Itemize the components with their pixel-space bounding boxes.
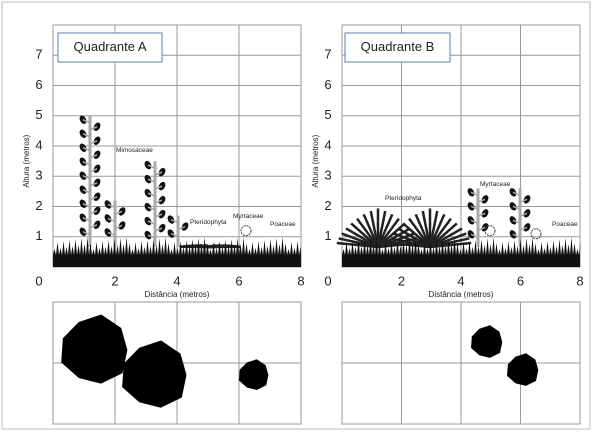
- x-tick-label: 2: [398, 273, 405, 288]
- x-axis-label: Distância (metros): [145, 290, 210, 299]
- y-tick-label: 4: [324, 137, 331, 152]
- y-axis-label: Altura (metros): [311, 134, 320, 187]
- plant-label: Pteridophyta: [385, 195, 422, 202]
- y-tick-label: 3: [324, 168, 331, 183]
- plant-label: Poaceae: [270, 221, 296, 228]
- x-tick-label: 8: [297, 273, 304, 288]
- y-tick-label: 7: [35, 47, 42, 62]
- plant-label: Mimosaceae: [116, 147, 153, 154]
- plant-label: Poaceae: [552, 221, 578, 228]
- x-tick-label: 0: [35, 273, 42, 288]
- figure: 1 2 3 4 5 6 7 0 2 4 6 8 Altura (metros) Distância (me…: [0, 0, 593, 432]
- y-tick-label: 7: [324, 47, 331, 62]
- y-tick-label: 6: [324, 77, 331, 92]
- y-tick-label: 5: [324, 107, 331, 122]
- y-tick-label: 1: [324, 228, 331, 243]
- x-tick-label: 8: [576, 273, 583, 288]
- x-tick-label: 6: [235, 273, 242, 288]
- x-tick-label: 4: [457, 273, 464, 288]
- y-tick-label: 2: [35, 198, 42, 213]
- y-tick-label: 3: [35, 168, 42, 183]
- y-tick-label: 5: [35, 107, 42, 122]
- plant-label: Myrtaceae: [480, 181, 511, 188]
- plant-label: Myrtaceae: [233, 213, 264, 220]
- y-tick-label: 4: [35, 137, 42, 152]
- y-tick-label: 2: [324, 198, 331, 213]
- plant-label: Pteridophyta: [190, 219, 227, 226]
- x-tick-label: 2: [111, 273, 118, 288]
- x-tick-label: 6: [517, 273, 524, 288]
- x-tick-label: 0: [324, 273, 331, 288]
- y-tick-label: 1: [35, 228, 42, 243]
- y-axis-label: Altura (metros): [22, 134, 31, 187]
- panel-title: Quadrante B: [361, 39, 435, 54]
- y-tick-label: 6: [35, 77, 42, 92]
- x-tick-label: 4: [173, 273, 180, 288]
- panel-title: Quadrante A: [74, 39, 147, 54]
- x-axis-label: Distância (metros): [429, 290, 494, 299]
